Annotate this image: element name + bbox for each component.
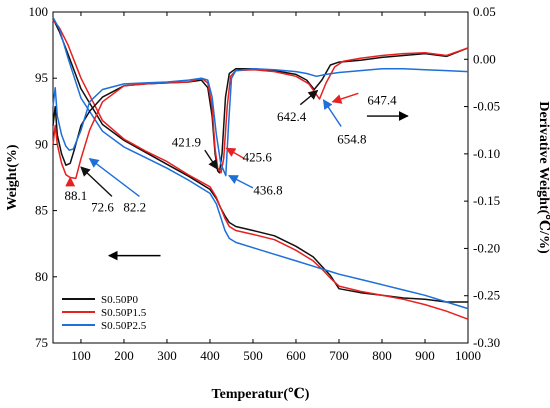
x-axis-title: Temperatur(℃) <box>212 387 310 402</box>
series-derivative-S0-50P2-5 <box>52 67 469 177</box>
annotation-arrow <box>228 174 254 189</box>
annotation-arrow <box>322 99 342 127</box>
x-tick-label: 500 <box>243 348 263 363</box>
y-axis-left-title: Weight(%) <box>5 144 20 210</box>
annotation-label: 425.6 <box>243 149 273 164</box>
y-right-tick-label: -0.10 <box>473 146 500 161</box>
y-right-tick-label: -0.20 <box>473 240 500 255</box>
legend-label: S0.50P0 <box>101 294 138 306</box>
plot-frame <box>52 11 469 344</box>
annotation-label: 654.8 <box>337 131 366 146</box>
annotation-label: 436.8 <box>253 183 282 198</box>
annotation-label: 642.4 <box>277 109 307 124</box>
y-left-tick-label: 85 <box>35 203 48 218</box>
x-tick-label: 900 <box>415 348 435 363</box>
legend-label: S0.50P1.5 <box>101 307 147 319</box>
y-right-tick-label: -0.05 <box>473 99 500 114</box>
y-right-tick-label: -0.30 <box>473 335 500 350</box>
y-right-tick-label: -0.15 <box>473 193 500 208</box>
annotation-arrow <box>80 166 113 197</box>
annotation-arrow <box>299 89 319 106</box>
series-lines <box>52 16 469 320</box>
x-tick-label: 300 <box>157 348 177 363</box>
annotation-label: 88.1 <box>64 188 87 203</box>
x-tick-label: 100 <box>71 348 91 363</box>
legend-label: S0.50P2.5 <box>101 320 147 332</box>
x-tick-label: 700 <box>329 348 349 363</box>
annotation-label: 421.9 <box>172 134 201 149</box>
series-weight-S0-50P2-5 <box>52 16 469 310</box>
annotation-arrow <box>331 92 359 104</box>
y-left-tick-label: 100 <box>29 4 49 19</box>
annotation-arrow <box>225 147 245 160</box>
y-right-tick-label: -0.25 <box>473 288 500 303</box>
axis-ticks: 100 200 300 400 500 600 700 800 900 1000 75 80 85 90 9… <box>29 4 501 363</box>
y-right-tick-label: 0.05 <box>473 4 496 19</box>
y-right-tick-label: 0.00 <box>473 51 496 66</box>
x-tick-label: 400 <box>200 348 220 363</box>
y-left-tick-label: 90 <box>35 136 48 151</box>
x-tick-label: 200 <box>114 348 134 363</box>
y-axis-right-title: Derivative Weight(℃/%) <box>536 101 550 254</box>
annotation-arrow <box>88 157 140 197</box>
annotation-arrow <box>204 149 218 170</box>
series-derivative-S0-50P1-5 <box>52 47 469 180</box>
annotations: 88.1 72.6 82.2 421.9 425.6 436.8 642.4 654.8 647… <box>64 89 409 261</box>
annotation-label: 647.4 <box>367 93 397 108</box>
y-left-tick-label: 75 <box>35 335 48 350</box>
x-tick-label: 1000 <box>455 348 481 363</box>
x-tick-label: 600 <box>286 348 306 363</box>
annotation-label: 82.2 <box>123 200 146 215</box>
y-left-tick-label: 80 <box>35 269 48 284</box>
y-left-tick-label: 95 <box>35 70 48 85</box>
plot-border <box>52 11 469 344</box>
series-weight-S0-50P1-5 <box>52 19 469 320</box>
annotation-label: 72.6 <box>91 200 114 215</box>
x-tick-label: 800 <box>372 348 392 363</box>
